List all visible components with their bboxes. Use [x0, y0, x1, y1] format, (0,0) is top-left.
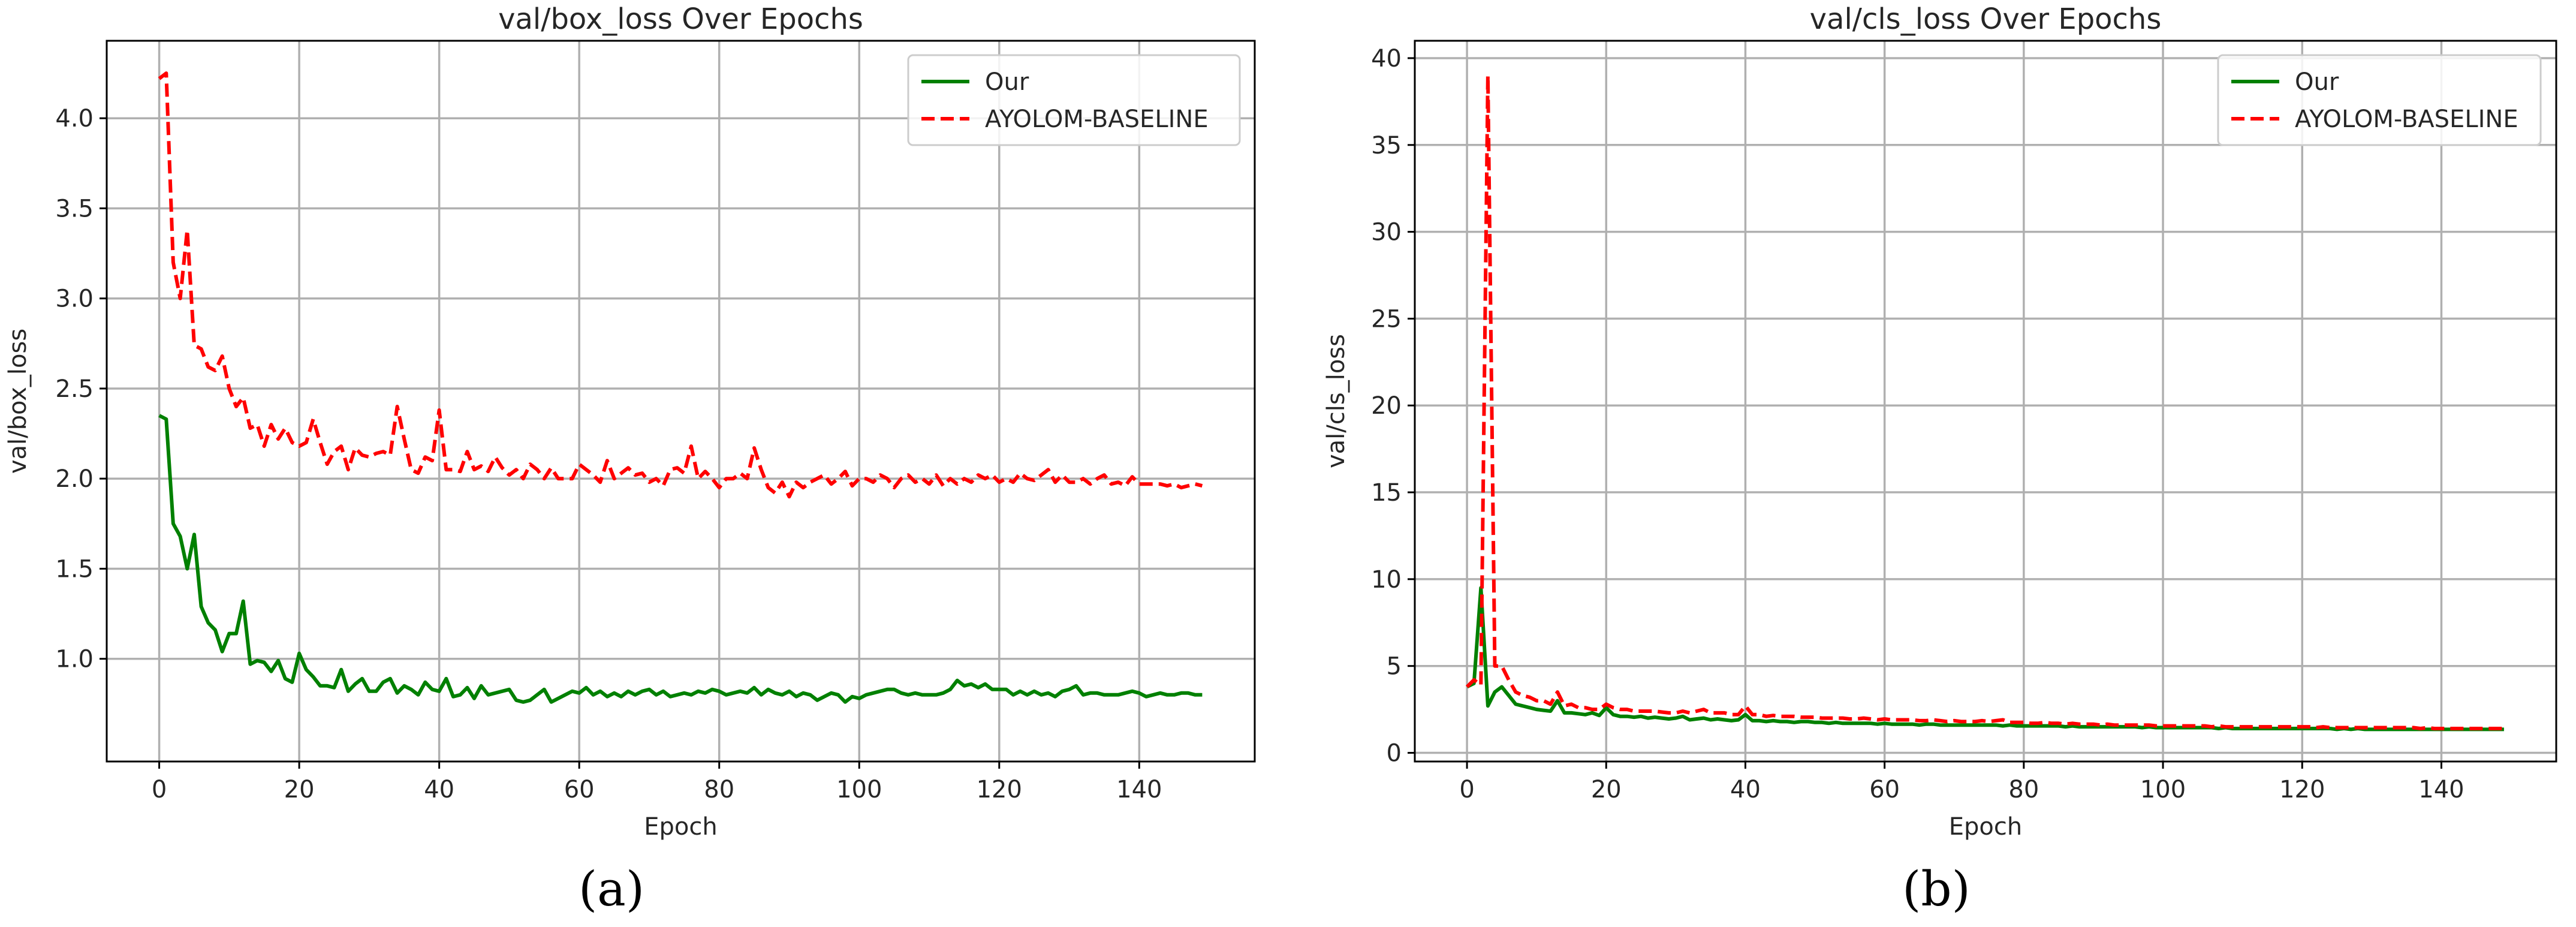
y-tick-label: 1.0 — [55, 646, 94, 673]
series-line-baseline — [1465, 73, 2504, 730]
x-tick-label: 40 — [424, 776, 454, 803]
y-tick-label: 25 — [1371, 305, 1402, 333]
y-tick-label: 1.5 — [55, 555, 94, 583]
y-tick-label: 3.0 — [55, 285, 94, 313]
y-tick-label: 30 — [1371, 219, 1402, 246]
subfigure-caption: (b) — [1902, 861, 1971, 917]
legend-entry: AYOLOM-BASELINE — [2295, 106, 2518, 133]
x-tick-label: 40 — [1730, 776, 1761, 803]
y-tick-label: 15 — [1371, 479, 1402, 507]
y-axis-label: val/box_loss — [4, 329, 32, 474]
x-tick-label: 60 — [564, 776, 595, 803]
y-tick-label: 4.0 — [55, 105, 94, 133]
x-tick-label: 100 — [836, 776, 882, 803]
x-tick-label: 120 — [2279, 776, 2325, 803]
plot-frame — [1414, 40, 2557, 763]
y-tick-label: 3.5 — [55, 195, 94, 222]
y-tick-label: 35 — [1371, 132, 1402, 159]
legend-box — [907, 54, 1241, 146]
y-tick-label: 0 — [1387, 740, 1402, 768]
x-tick-label: 0 — [152, 776, 167, 803]
x-axis-label: Epoch — [644, 813, 717, 841]
y-tick-label: 20 — [1371, 392, 1402, 420]
x-tick-label: 20 — [1591, 776, 1622, 803]
gridlines — [107, 41, 1255, 762]
plot-frame — [106, 40, 1256, 763]
chart-cls-loss: 0 20 40 60 80 100 120 140 0 5 10 15 20 25 30 35 40 Epoch v… — [1322, 2, 2557, 917]
gridlines — [1415, 41, 2556, 762]
legend-entry: Our — [2295, 68, 2339, 96]
chart-title: val/cls_loss Over Epochs — [1810, 2, 2162, 36]
y-tick-label: 2.5 — [55, 375, 94, 403]
y-tick-label: 5 — [1387, 653, 1402, 681]
x-tick-label: 80 — [704, 776, 734, 803]
legend-box — [2217, 54, 2542, 146]
legend-entry: AYOLOM-BASELINE — [985, 106, 1209, 133]
y-axis-label: val/cls_loss — [1322, 334, 1350, 468]
y-tick-label: 2.0 — [55, 465, 94, 493]
chart-title: val/box_loss Over Epochs — [498, 2, 863, 36]
y-tick-label: 10 — [1371, 566, 1402, 594]
x-tick-label: 120 — [977, 776, 1022, 803]
x-tick-label: 20 — [284, 776, 315, 803]
x-tick-label: 100 — [2140, 776, 2186, 803]
x-tick-label: 80 — [2008, 776, 2039, 803]
series-line-our — [158, 414, 1203, 704]
x-tick-label: 0 — [1459, 776, 1474, 803]
subfigure-caption: (a) — [579, 861, 644, 917]
legend: Our AYOLOM-BASELINE — [907, 54, 1241, 146]
y-tick-label: 40 — [1371, 45, 1402, 73]
x-tick-label: 140 — [2418, 776, 2464, 803]
series-line-baseline — [158, 71, 1203, 499]
x-tick-label: 140 — [1116, 776, 1162, 803]
legend: Our AYOLOM-BASELINE — [2217, 54, 2542, 146]
chart-box-loss: 0 20 40 60 80 100 120 140 1.0 1.5 2.0 2.5 3.0 3.5 4.0 E… — [4, 2, 1256, 917]
legend-entry: Our — [985, 68, 1029, 96]
x-axis-label: Epoch — [1949, 813, 2022, 841]
series-line-our — [1466, 586, 2504, 732]
x-tick-label: 60 — [1869, 776, 1900, 803]
